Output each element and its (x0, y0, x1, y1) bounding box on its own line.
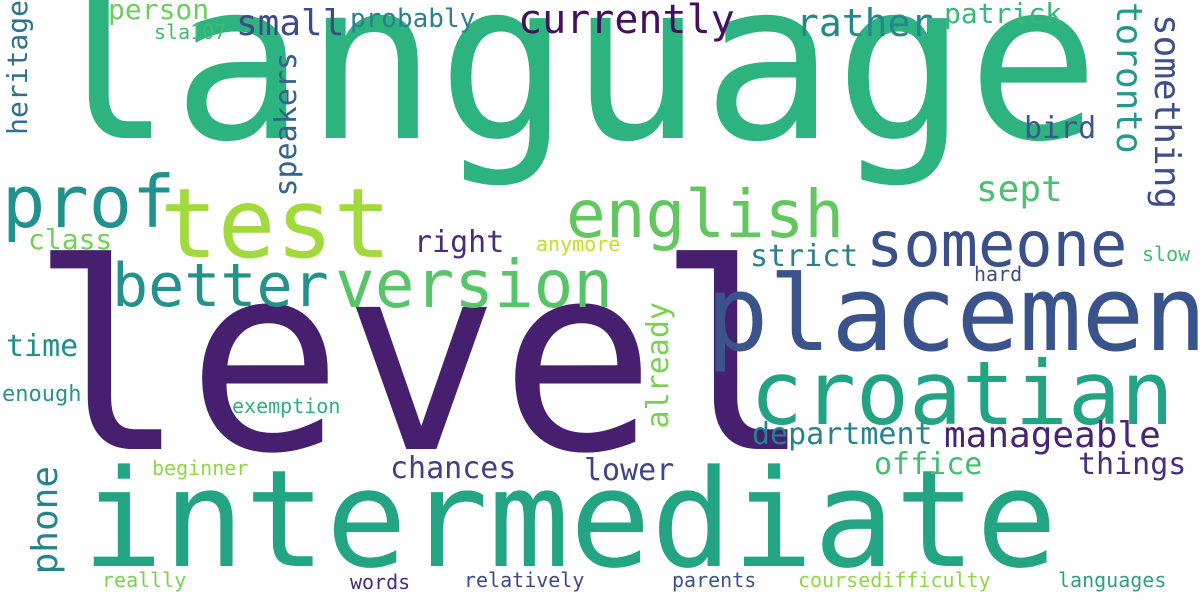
word-bird: bird (1024, 111, 1097, 146)
word-things: things (1078, 447, 1187, 482)
word-rather: rather (796, 1, 934, 45)
word-relatively: relatively (464, 568, 585, 592)
word-chances: chances (390, 451, 517, 486)
word-level: level (30, 209, 813, 511)
word-right: right (414, 225, 505, 260)
word-small: small (236, 3, 345, 44)
word-anymore: anymore (536, 232, 621, 256)
word-something: something (1146, 14, 1187, 210)
word-probably: probably (350, 4, 476, 34)
word-someone: someone (866, 208, 1128, 281)
word-test: test (160, 168, 392, 280)
word-languages: languages (1058, 568, 1167, 592)
word-beginner: beginner (152, 456, 249, 480)
word-lower: lower (584, 453, 675, 488)
word-enough: enough (2, 382, 82, 407)
word-slow: slow (1142, 242, 1191, 266)
word-patrick: patrick (944, 0, 1063, 30)
word-better: better (112, 251, 329, 321)
word-already: already (641, 302, 676, 429)
word-sla107: sla107 (154, 20, 227, 44)
word-reallly: reallly (102, 568, 187, 592)
word-strict: strict (750, 239, 859, 274)
word-words: words (350, 570, 411, 594)
word-hard: hard (974, 262, 1023, 286)
word-department: department (752, 417, 933, 452)
word-parents: parents (672, 568, 757, 592)
word-person: person (108, 0, 210, 26)
word-sept: sept (976, 169, 1063, 210)
word-exemption: exemption (232, 394, 341, 418)
word-english: english (566, 176, 845, 253)
word-version: version (335, 246, 614, 323)
word-office: office (874, 447, 983, 482)
word-prof: prof (2, 160, 176, 244)
word-placement: placement (706, 253, 1200, 375)
word-coursedifficulty: coursedifficulty (798, 568, 991, 592)
word-language: language (40, 0, 1100, 190)
word-heritage: heritage (1, 0, 34, 135)
word-speakers: speakers (269, 52, 304, 197)
word-toronto: toronto (1108, 2, 1149, 154)
word-intermediate: intermediate (82, 441, 1058, 598)
word-time: time (6, 329, 79, 364)
word-manageable: manageable (944, 415, 1161, 456)
word-class: class (28, 223, 113, 256)
word-croatian: croatian (750, 342, 1174, 445)
word-currently: currently (518, 0, 735, 43)
word-phone: phone (25, 466, 66, 575)
